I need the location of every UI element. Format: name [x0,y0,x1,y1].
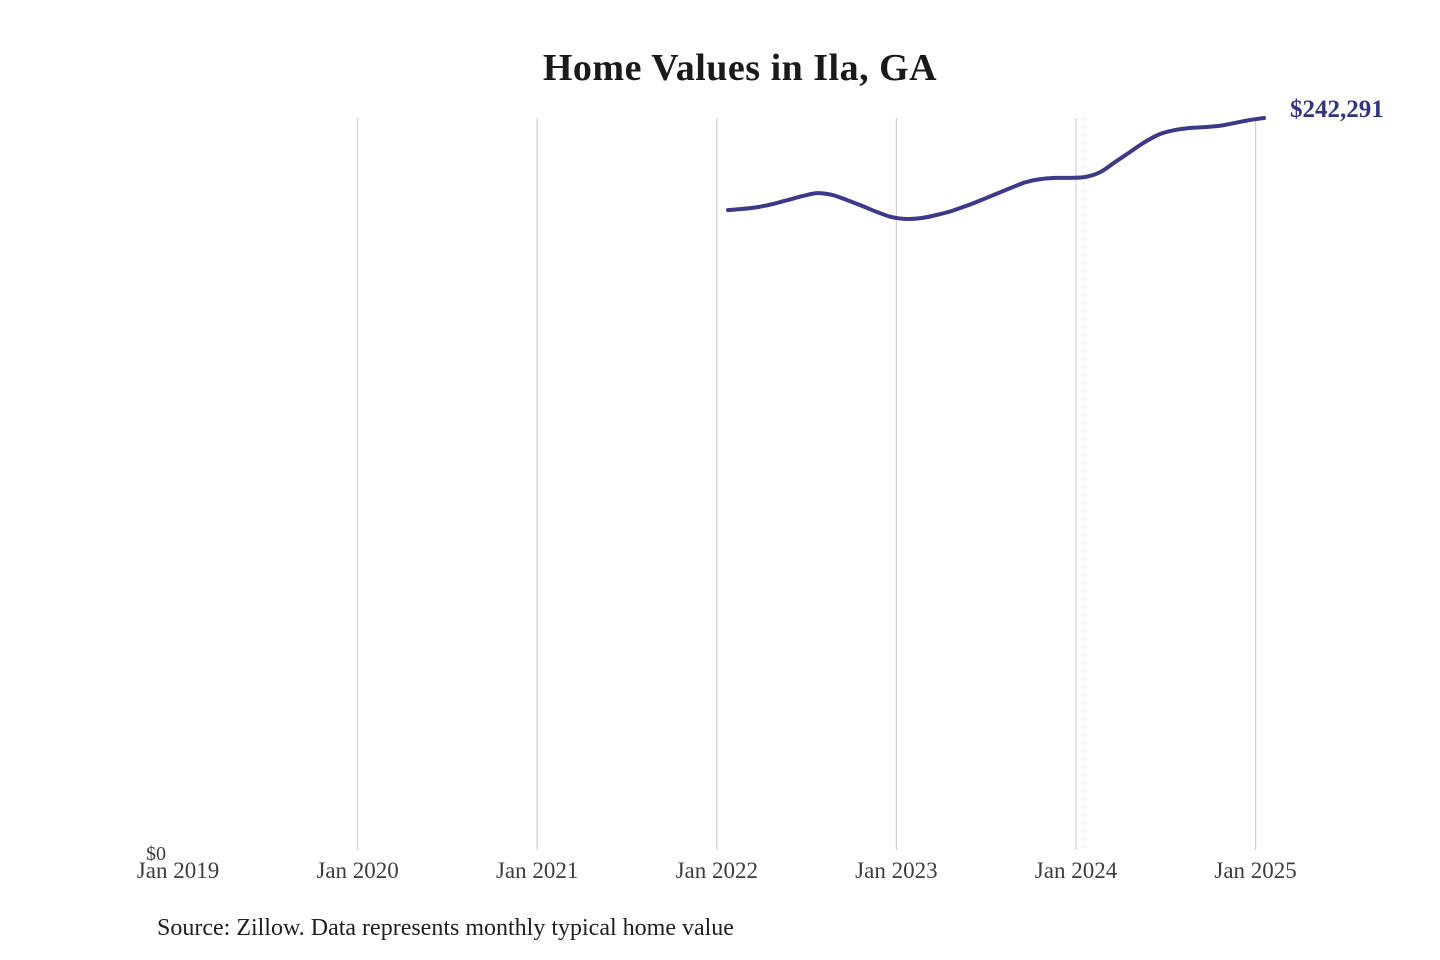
x-tick-label: Jan 2020 [316,858,399,883]
chart-title: Home Values in Ila, GA [542,47,938,89]
x-tick-label: Jan 2022 [675,858,759,883]
latest-value-label: $242,291 [1290,96,1384,123]
x-tick-label: Jan 2019 [136,858,220,883]
home-value-line [726,116,1266,222]
x-tick-label: Jan 2024 [1034,858,1118,883]
source-note: Source: Zillow. Data represents monthly … [157,915,734,941]
y-axis-zero-label: $0 [146,843,166,865]
x-tick-label: Jan 2025 [1214,858,1297,883]
x-tick-label: Jan 2021 [495,858,579,883]
x-tick-label: Jan 2023 [855,858,938,883]
